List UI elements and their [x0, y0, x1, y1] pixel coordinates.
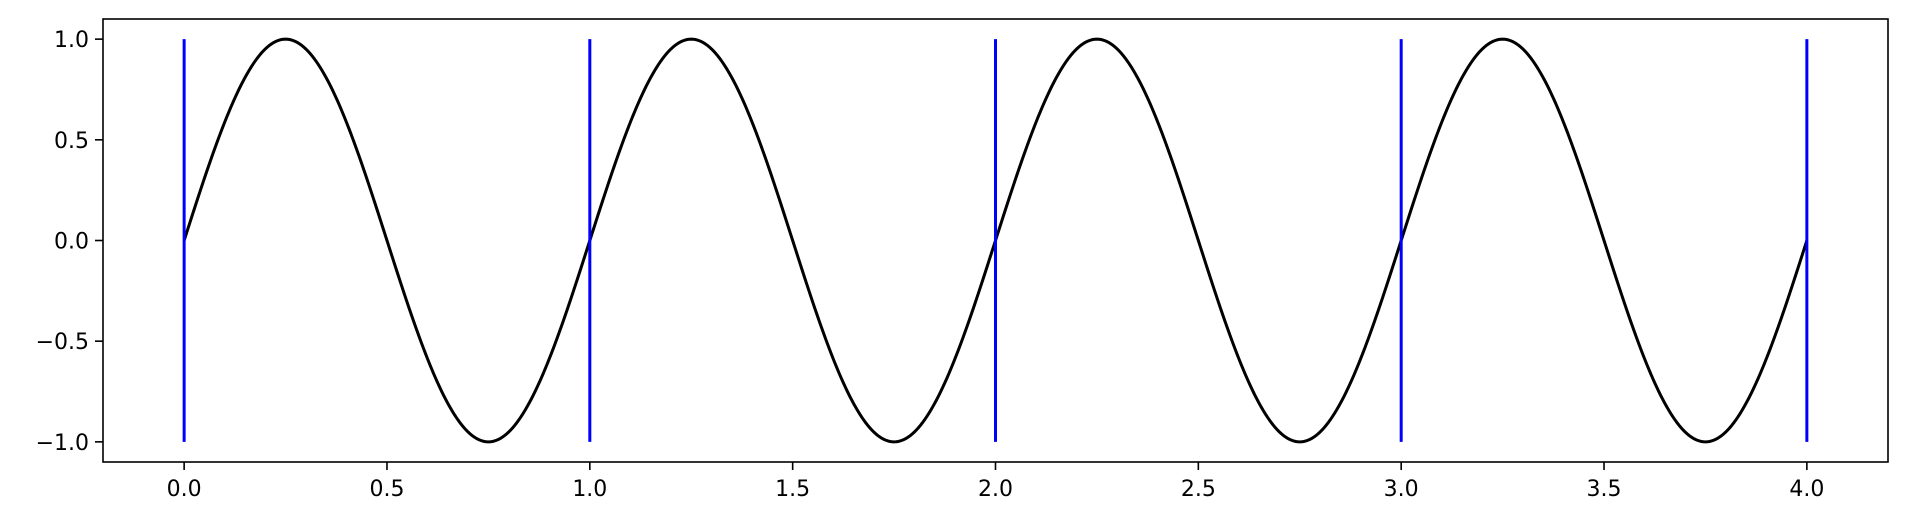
x-tick-label: 4.0 — [1789, 477, 1824, 502]
x-tick-label: 2.5 — [1181, 477, 1216, 502]
y-tick-label: 0.0 — [54, 230, 89, 255]
y-axis-ticks: 1.0 0.5 0.0 −0.5 −1.0 — [36, 28, 103, 456]
x-tick-label: 1.5 — [775, 477, 810, 502]
x-tick-label: 0.0 — [167, 477, 202, 502]
y-tick-label: −0.5 — [36, 330, 89, 355]
x-tick-label: 3.0 — [1384, 477, 1419, 502]
y-tick-label: 1.0 — [54, 28, 89, 53]
x-axis-ticks: 0.0 0.5 1.0 1.5 2.0 2.5 3.0 3.5 4.0 — [167, 462, 1824, 502]
x-tick-label: 2.0 — [978, 477, 1013, 502]
y-tick-label: 0.5 — [54, 129, 89, 154]
plot-area — [182, 37, 1809, 444]
y-tick-label: −1.0 — [36, 431, 89, 456]
x-tick-label: 0.5 — [369, 477, 404, 502]
x-tick-label: 1.0 — [572, 477, 607, 502]
x-tick-label: 3.5 — [1587, 477, 1622, 502]
